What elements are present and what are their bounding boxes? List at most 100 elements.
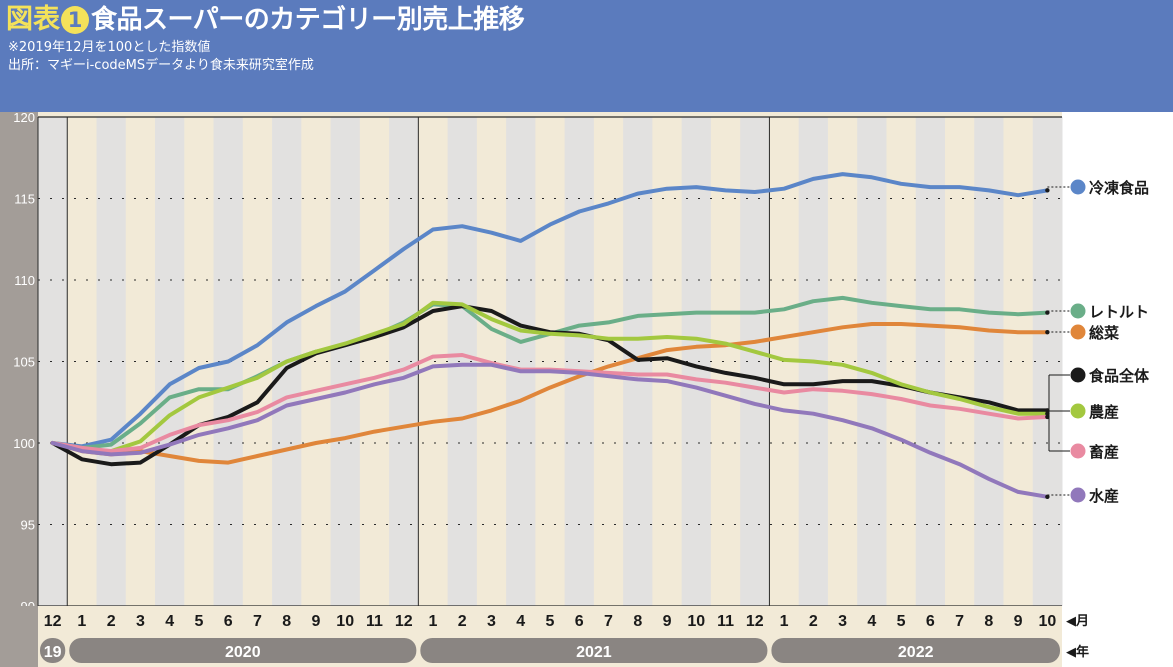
month-column — [359, 117, 390, 606]
legend-label: 総菜 — [1089, 324, 1119, 342]
month-axis-unit-label: ◀月 — [1066, 614, 1089, 629]
figure-tag: 図表 — [6, 4, 60, 35]
month-tick-label: 12 — [395, 613, 413, 630]
month-tick-label: 4 — [516, 613, 525, 630]
year-label: 2022 — [898, 644, 934, 661]
month-column — [125, 117, 156, 606]
plot-top-band — [38, 112, 1062, 117]
month-column — [593, 117, 624, 606]
legend-label: 冷凍食品 — [1089, 179, 1149, 197]
legend-label: 農産 — [1089, 403, 1119, 421]
month-column — [447, 117, 478, 606]
legend-bracket — [1047, 374, 1070, 452]
month-tick-label: 5 — [897, 613, 906, 630]
month-column — [38, 117, 68, 606]
source-note: 出所：マギーi-codeMSデータより食未来研究室作成 — [8, 58, 314, 73]
month-tick-label: 11 — [717, 613, 734, 630]
legend-area — [1062, 112, 1173, 667]
series-end-point — [1045, 310, 1050, 315]
month-tick-label: 9 — [1014, 613, 1023, 630]
month-tick-label: 3 — [838, 613, 847, 630]
month-column — [242, 117, 273, 606]
month-tick-label: 4 — [165, 613, 174, 630]
month-tick-label: 3 — [136, 613, 145, 630]
month-tick-label: 7 — [253, 613, 262, 630]
month-tick-label: 5 — [546, 613, 555, 630]
title-row: 図表 1 食品スーパーのカテゴリー別売上推移 — [6, 4, 525, 36]
series-line — [50, 322, 1050, 465]
month-column — [1003, 117, 1034, 606]
series-line — [50, 353, 1050, 454]
month-column — [389, 117, 419, 606]
month-tick-label: 6 — [575, 613, 584, 630]
series-end-point — [1045, 329, 1050, 335]
month-column — [974, 117, 1004, 606]
legend-swatch — [1070, 487, 1086, 503]
series-line — [50, 362, 1050, 499]
x-axis-strip — [38, 606, 1062, 667]
month-column — [1032, 117, 1063, 606]
chart-header: 図表 1 食品スーパーのカテゴリー別売上推移 ※2019年12月を100とした指… — [0, 0, 1173, 112]
legend-swatch — [1070, 324, 1086, 340]
month-column — [301, 117, 332, 606]
legend-label: 食品全体 — [1089, 367, 1150, 385]
month-tick-label: 7 — [604, 613, 613, 630]
year-pill — [40, 638, 66, 663]
legend-swatch — [1070, 303, 1086, 319]
year-pill — [420, 638, 768, 663]
legend-label: レトルト — [1089, 303, 1149, 321]
index-note: ※2019年12月を100とした指数値 — [8, 40, 211, 55]
chart-title: 食品スーパーのカテゴリー別売上推移 — [91, 5, 525, 35]
legend-swatch — [1070, 403, 1086, 419]
month-tick-label: 10 — [336, 613, 354, 630]
month-tick-label: 12 — [746, 613, 764, 630]
series-end-point — [1045, 188, 1050, 193]
year-label: 19 — [44, 644, 62, 661]
month-column — [155, 117, 185, 606]
month-column — [272, 117, 302, 606]
month-tick-label: 4 — [867, 613, 876, 630]
month-column — [67, 117, 98, 606]
month-tick-label: 10 — [1038, 613, 1056, 630]
month-column — [681, 117, 712, 606]
month-column — [418, 117, 449, 606]
month-tick-label: 1 — [77, 613, 86, 630]
year-pill — [69, 638, 417, 663]
month-tick-label: 9 — [663, 613, 672, 630]
month-column — [740, 117, 770, 606]
month-tick-label: 2 — [107, 613, 116, 630]
month-column — [564, 117, 595, 606]
x-axis-strip-left — [0, 606, 38, 667]
month-column — [857, 117, 887, 606]
month-column — [944, 117, 975, 606]
series-line — [50, 300, 1050, 454]
month-tick-label: 12 — [44, 613, 62, 630]
series-line — [50, 304, 1050, 467]
year-label: 2020 — [225, 644, 261, 661]
month-column — [798, 117, 829, 606]
y-tick-label: 90 — [21, 599, 35, 614]
legend-swatch — [1070, 443, 1086, 459]
month-column — [769, 117, 800, 606]
y-tick-label: 95 — [21, 518, 35, 533]
month-column — [535, 117, 566, 606]
series-line — [50, 172, 1050, 449]
month-tick-label: 3 — [487, 613, 496, 630]
month-column — [886, 117, 917, 606]
month-tick-label: 8 — [282, 613, 291, 630]
y-tick-label: 110 — [14, 273, 35, 288]
y-axis-bar — [0, 112, 38, 667]
month-column — [710, 117, 741, 606]
y-tick-label: 115 — [14, 192, 35, 207]
month-column — [330, 117, 361, 606]
month-tick-label: 8 — [633, 613, 642, 630]
month-column — [652, 117, 683, 606]
y-tick-label: 100 — [13, 436, 35, 451]
month-tick-label: 11 — [366, 613, 383, 630]
month-tick-label: 5 — [194, 613, 203, 630]
month-tick-label: 6 — [926, 613, 935, 630]
month-column — [506, 117, 536, 606]
month-tick-label: 2 — [458, 613, 467, 630]
month-tick-label: 7 — [955, 613, 964, 630]
month-column — [184, 117, 215, 606]
